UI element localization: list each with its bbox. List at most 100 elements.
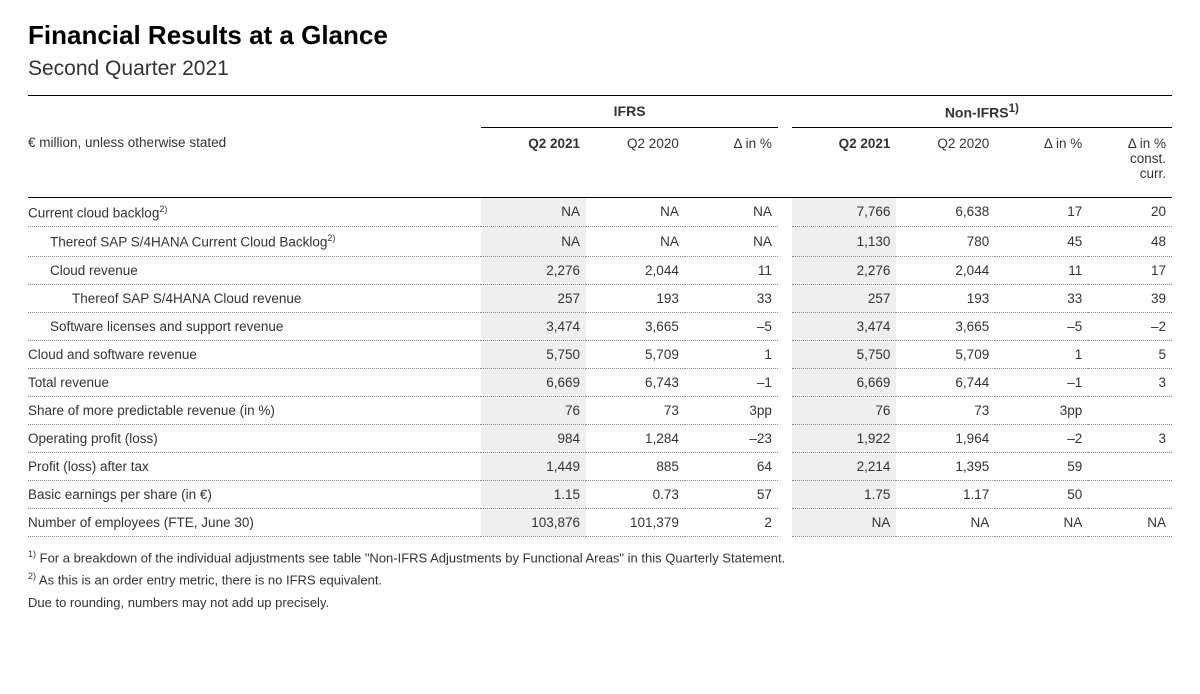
- cell-nonifrs-delta: 45: [995, 227, 1088, 257]
- cell-nonifrs-delta: –1: [995, 368, 1088, 396]
- cell-nonifrs-delta: –2: [995, 424, 1088, 452]
- cell-ifrs-delta: 2: [685, 508, 778, 536]
- col-ifrs-q2-2021: Q2 2021: [481, 127, 586, 197]
- cell-ifrs-delta: 11: [685, 256, 778, 284]
- cell-nonifrs-cc: 39: [1088, 284, 1172, 312]
- cell-nonifrs-cur: NA: [792, 508, 897, 536]
- col-nonifrs-q2-2021: Q2 2021: [792, 127, 897, 197]
- cell-nonifrs-cc: [1088, 396, 1172, 424]
- cell-nonifrs-cc: [1088, 480, 1172, 508]
- cell-ifrs-cur: 5,750: [481, 340, 586, 368]
- cell-ifrs-prev: 193: [586, 284, 685, 312]
- financial-results-table: IFRS Non-IFRS1) € million, unless otherw…: [28, 95, 1172, 537]
- gap-cell: [778, 368, 792, 396]
- table-row: Profit (loss) after tax1,449885642,2141,…: [28, 452, 1172, 480]
- cell-nonifrs-prev: 6,638: [896, 197, 995, 227]
- cell-ifrs-delta: 33: [685, 284, 778, 312]
- footnote-2: 2) As this is an order entry metric, the…: [28, 569, 1172, 591]
- footnote-1: 1) For a breakdown of the individual adj…: [28, 547, 1172, 569]
- table-row: Basic earnings per share (in €)1.150.735…: [28, 480, 1172, 508]
- cell-ifrs-prev: NA: [586, 227, 685, 257]
- units-label: € million, unless otherwise stated: [28, 127, 481, 197]
- cell-nonifrs-cc: 48: [1088, 227, 1172, 257]
- cell-ifrs-delta: –5: [685, 312, 778, 340]
- group-header-nonifrs: Non-IFRS1): [792, 96, 1172, 128]
- cell-ifrs-cur: 3,474: [481, 312, 586, 340]
- cell-ifrs-prev: 6,743: [586, 368, 685, 396]
- cell-nonifrs-cur: 1,922: [792, 424, 897, 452]
- table-row: Cloud revenue2,2762,044112,2762,0441117: [28, 256, 1172, 284]
- cell-nonifrs-prev: 193: [896, 284, 995, 312]
- row-label: Current cloud backlog2): [28, 197, 481, 227]
- cell-ifrs-prev: 5,709: [586, 340, 685, 368]
- cell-nonifrs-cc: 17: [1088, 256, 1172, 284]
- cell-ifrs-cur: NA: [481, 227, 586, 257]
- gap-cell: [778, 508, 792, 536]
- table-row: Current cloud backlog2)NANANA7,7666,6381…: [28, 197, 1172, 227]
- table-row: Number of employees (FTE, June 30)103,87…: [28, 508, 1172, 536]
- cell-ifrs-delta: NA: [685, 197, 778, 227]
- cell-nonifrs-delta: 1: [995, 340, 1088, 368]
- cell-nonifrs-delta: 59: [995, 452, 1088, 480]
- cell-nonifrs-cur: 1.75: [792, 480, 897, 508]
- page-title: Financial Results at a Glance: [28, 20, 1172, 51]
- gap-cell: [778, 340, 792, 368]
- cell-ifrs-prev: 885: [586, 452, 685, 480]
- cell-ifrs-cur: 2,276: [481, 256, 586, 284]
- cell-nonifrs-delta: 3pp: [995, 396, 1088, 424]
- cell-nonifrs-prev: 5,709: [896, 340, 995, 368]
- cell-ifrs-prev: 101,379: [586, 508, 685, 536]
- gap-cell: [778, 396, 792, 424]
- cell-ifrs-prev: 1,284: [586, 424, 685, 452]
- cell-nonifrs-prev: 2,044: [896, 256, 995, 284]
- cell-ifrs-cur: 257: [481, 284, 586, 312]
- cell-ifrs-cur: 76: [481, 396, 586, 424]
- cell-nonifrs-cc: 3: [1088, 424, 1172, 452]
- row-label: Cloud revenue: [28, 256, 481, 284]
- col-nonifrs-q2-2020: Q2 2020: [896, 127, 995, 197]
- group-header-row: IFRS Non-IFRS1): [28, 96, 1172, 128]
- cell-nonifrs-cc: [1088, 452, 1172, 480]
- cell-nonifrs-delta: 33: [995, 284, 1088, 312]
- cell-nonifrs-cc: 3: [1088, 368, 1172, 396]
- cell-nonifrs-prev: 1,395: [896, 452, 995, 480]
- cell-nonifrs-prev: 73: [896, 396, 995, 424]
- table-row: Thereof SAP S/4HANA Current Cloud Backlo…: [28, 227, 1172, 257]
- gap-cell: [778, 480, 792, 508]
- cell-nonifrs-cc: NA: [1088, 508, 1172, 536]
- cell-nonifrs-cc: 20: [1088, 197, 1172, 227]
- cell-nonifrs-delta: NA: [995, 508, 1088, 536]
- cell-ifrs-prev: 2,044: [586, 256, 685, 284]
- cell-nonifrs-prev: 780: [896, 227, 995, 257]
- page-subtitle: Second Quarter 2021: [28, 57, 1172, 81]
- cell-nonifrs-prev: 3,665: [896, 312, 995, 340]
- cell-nonifrs-prev: 6,744: [896, 368, 995, 396]
- cell-ifrs-delta: –1: [685, 368, 778, 396]
- row-label: Share of more predictable revenue (in %): [28, 396, 481, 424]
- cell-ifrs-cur: 984: [481, 424, 586, 452]
- cell-nonifrs-cc: –2: [1088, 312, 1172, 340]
- col-ifrs-delta: Δ in %: [685, 127, 778, 197]
- row-label: Total revenue: [28, 368, 481, 396]
- cell-ifrs-prev: 0.73: [586, 480, 685, 508]
- cell-ifrs-cur: 6,669: [481, 368, 586, 396]
- cell-nonifrs-delta: 50: [995, 480, 1088, 508]
- cell-ifrs-delta: NA: [685, 227, 778, 257]
- col-ifrs-q2-2020: Q2 2020: [586, 127, 685, 197]
- group-header-ifrs: IFRS: [481, 96, 777, 128]
- table-row: Total revenue6,6696,743–16,6696,744–13: [28, 368, 1172, 396]
- cell-ifrs-cur: 1,449: [481, 452, 586, 480]
- gap-cell: [778, 284, 792, 312]
- cell-ifrs-delta: 1: [685, 340, 778, 368]
- cell-nonifrs-delta: –5: [995, 312, 1088, 340]
- gap-cell: [778, 312, 792, 340]
- footnotes: 1) For a breakdown of the individual adj…: [28, 547, 1172, 614]
- cell-nonifrs-prev: NA: [896, 508, 995, 536]
- cell-nonifrs-delta: 17: [995, 197, 1088, 227]
- cell-nonifrs-cur: 1,130: [792, 227, 897, 257]
- col-nonifrs-delta-cc: Δ in % const. curr.: [1088, 127, 1172, 197]
- row-label: Operating profit (loss): [28, 424, 481, 452]
- gap-cell: [778, 197, 792, 227]
- cell-nonifrs-prev: 1.17: [896, 480, 995, 508]
- row-label: Basic earnings per share (in €): [28, 480, 481, 508]
